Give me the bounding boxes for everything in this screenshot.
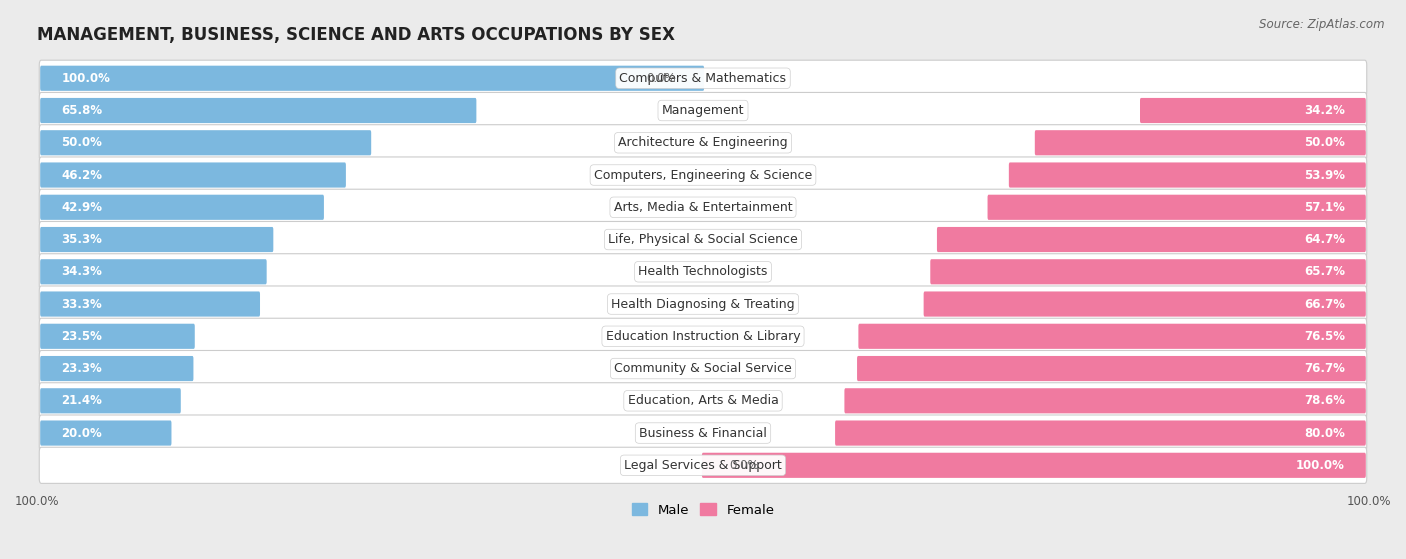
FancyBboxPatch shape [41, 98, 477, 123]
Text: Health Technologists: Health Technologists [638, 266, 768, 278]
FancyBboxPatch shape [41, 130, 371, 155]
Text: 21.4%: 21.4% [62, 394, 103, 408]
Legend: Male, Female: Male, Female [626, 498, 780, 522]
Text: Community & Social Service: Community & Social Service [614, 362, 792, 375]
FancyBboxPatch shape [39, 254, 1367, 290]
Text: 76.7%: 76.7% [1303, 362, 1344, 375]
Text: Life, Physical & Social Science: Life, Physical & Social Science [609, 233, 797, 246]
Text: 34.2%: 34.2% [1303, 104, 1344, 117]
FancyBboxPatch shape [41, 163, 346, 188]
FancyBboxPatch shape [858, 356, 1365, 381]
Text: 57.1%: 57.1% [1303, 201, 1344, 214]
FancyBboxPatch shape [987, 195, 1365, 220]
FancyBboxPatch shape [41, 420, 172, 446]
FancyBboxPatch shape [936, 227, 1365, 252]
FancyBboxPatch shape [39, 318, 1367, 354]
FancyBboxPatch shape [835, 420, 1365, 446]
Text: 42.9%: 42.9% [62, 201, 103, 214]
FancyBboxPatch shape [41, 324, 195, 349]
Text: Computers, Engineering & Science: Computers, Engineering & Science [593, 168, 813, 182]
Text: Health Diagnosing & Treating: Health Diagnosing & Treating [612, 297, 794, 311]
FancyBboxPatch shape [41, 227, 273, 252]
Text: Arts, Media & Entertainment: Arts, Media & Entertainment [613, 201, 793, 214]
FancyBboxPatch shape [41, 356, 194, 381]
Text: Business & Financial: Business & Financial [640, 427, 766, 439]
Text: 46.2%: 46.2% [62, 168, 103, 182]
Text: 23.3%: 23.3% [62, 362, 103, 375]
Text: 0.0%: 0.0% [730, 459, 759, 472]
FancyBboxPatch shape [39, 415, 1367, 451]
Text: Source: ZipAtlas.com: Source: ZipAtlas.com [1260, 18, 1385, 31]
FancyBboxPatch shape [41, 291, 260, 316]
Text: Computers & Mathematics: Computers & Mathematics [620, 72, 786, 85]
FancyBboxPatch shape [859, 324, 1365, 349]
FancyBboxPatch shape [39, 286, 1367, 322]
FancyBboxPatch shape [39, 221, 1367, 258]
FancyBboxPatch shape [924, 291, 1365, 316]
FancyBboxPatch shape [39, 189, 1367, 225]
Text: Management: Management [662, 104, 744, 117]
FancyBboxPatch shape [39, 157, 1367, 193]
Text: 53.9%: 53.9% [1303, 168, 1344, 182]
Text: 64.7%: 64.7% [1303, 233, 1344, 246]
Text: 0.0%: 0.0% [647, 72, 676, 85]
FancyBboxPatch shape [41, 388, 181, 413]
Text: 66.7%: 66.7% [1303, 297, 1344, 311]
Text: Legal Services & Support: Legal Services & Support [624, 459, 782, 472]
FancyBboxPatch shape [41, 259, 267, 285]
FancyBboxPatch shape [702, 453, 1365, 478]
Text: 35.3%: 35.3% [62, 233, 103, 246]
FancyBboxPatch shape [41, 195, 323, 220]
Text: 76.5%: 76.5% [1303, 330, 1344, 343]
Text: 20.0%: 20.0% [62, 427, 103, 439]
Text: 65.7%: 65.7% [1303, 266, 1344, 278]
Text: Education Instruction & Library: Education Instruction & Library [606, 330, 800, 343]
Text: Architecture & Engineering: Architecture & Engineering [619, 136, 787, 149]
Text: 34.3%: 34.3% [62, 266, 103, 278]
FancyBboxPatch shape [39, 447, 1367, 484]
Text: 33.3%: 33.3% [62, 297, 103, 311]
Text: 50.0%: 50.0% [62, 136, 103, 149]
FancyBboxPatch shape [39, 350, 1367, 387]
FancyBboxPatch shape [41, 65, 704, 91]
Text: 78.6%: 78.6% [1303, 394, 1344, 408]
Text: 23.5%: 23.5% [62, 330, 103, 343]
Text: 100.0%: 100.0% [62, 72, 110, 85]
FancyBboxPatch shape [1035, 130, 1365, 155]
Text: 80.0%: 80.0% [1303, 427, 1344, 439]
Text: 50.0%: 50.0% [1303, 136, 1344, 149]
Text: MANAGEMENT, BUSINESS, SCIENCE AND ARTS OCCUPATIONS BY SEX: MANAGEMENT, BUSINESS, SCIENCE AND ARTS O… [37, 26, 675, 44]
FancyBboxPatch shape [1010, 163, 1365, 188]
Text: 100.0%: 100.0% [1296, 459, 1344, 472]
FancyBboxPatch shape [39, 92, 1367, 129]
FancyBboxPatch shape [39, 383, 1367, 419]
FancyBboxPatch shape [39, 125, 1367, 161]
Text: 65.8%: 65.8% [62, 104, 103, 117]
FancyBboxPatch shape [39, 60, 1367, 96]
FancyBboxPatch shape [1140, 98, 1365, 123]
FancyBboxPatch shape [845, 388, 1365, 413]
FancyBboxPatch shape [931, 259, 1365, 285]
Text: Education, Arts & Media: Education, Arts & Media [627, 394, 779, 408]
